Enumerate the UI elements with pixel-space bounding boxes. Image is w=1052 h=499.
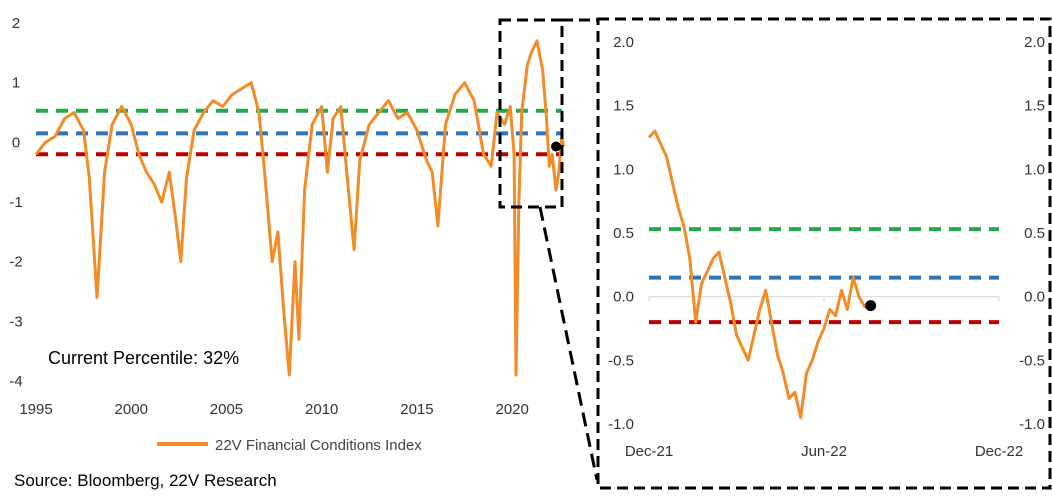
inset-chart: 2.0 1.5 1.0 0.5 0.0 -0.5 -1.0 2.0 1.5 1.0 0.5 0.0 -… (608, 34, 1045, 460)
zoom-connector-bottom (538, 206, 599, 481)
inset-secondary-y-tick-label: 2.0 (1024, 34, 1045, 51)
main-x-tick-label: 1995 (19, 401, 52, 418)
inset-secondary-y-tick-label: -1.0 (1019, 416, 1045, 433)
inset-y-tick-label: 0.0 (613, 289, 634, 306)
main-y-tick-label: -1 (9, 194, 22, 211)
inset-frame (596, 17, 1052, 490)
main-x-tick-label: 2010 (305, 401, 338, 418)
inset-secondary-y-tick-label: 1.5 (1024, 98, 1045, 115)
source-note: Source: Bloomberg, 22V Research (14, 471, 277, 490)
inset-reference-lines (649, 227, 999, 325)
main-x-tick-label: 2015 (400, 401, 433, 418)
main-current-point (551, 141, 561, 152)
main-y-tick-label: -4 (9, 373, 22, 390)
main-y-axis: 2 1 0 -1 -2 -3 -4 (9, 15, 22, 390)
inset-x-axis: Dec-21 Jun-22 Dec-22 (625, 296, 1023, 460)
inset-secondary-y-axis: 2.0 1.5 1.0 0.5 0.0 -0.5 -1.0 (1019, 34, 1045, 433)
inset-secondary-y-tick-label: 1.0 (1024, 161, 1045, 178)
main-series-line (34, 39, 566, 377)
main-y-tick-label: 1 (12, 75, 20, 92)
main-x-axis: 1995 2000 2005 2010 2015 2020 (19, 401, 529, 418)
zoom-highlight-box (498, 18, 564, 209)
main-y-tick-label: 2 (12, 15, 20, 32)
inset-x-tick-label: Dec-21 (625, 443, 673, 460)
main-y-tick-label: -2 (9, 254, 22, 271)
main-series (34, 39, 566, 377)
inset-series (647, 129, 877, 420)
inset-x-tick-label: Jun-22 (801, 443, 847, 460)
main-y-tick-label: 0 (12, 134, 20, 151)
main-y-tick-label: -3 (9, 313, 22, 330)
inset-current-point (865, 300, 877, 312)
inset-y-tick-label: -0.5 (608, 352, 634, 369)
inset-y-tick-label: 2.0 (613, 34, 634, 51)
inset-y-tick-label: 1.0 (613, 161, 634, 178)
inset-series-line (647, 129, 872, 420)
main-chart: 2 1 0 -1 -2 -3 -4 1995 2000 2005 2010 2015 2020 Cur… (9, 15, 566, 418)
inset-y-axis: 2.0 1.5 1.0 0.5 0.0 -0.5 -1.0 (608, 34, 634, 433)
legend-label: 22V Financial Conditions Index (215, 437, 422, 454)
inset-y-tick-label: -1.0 (608, 416, 634, 433)
main-x-tick-label: 2005 (210, 401, 243, 418)
inset-y-tick-label: 0.5 (613, 225, 634, 242)
inset-secondary-y-tick-label: 0.0 (1024, 289, 1045, 306)
main-x-tick-label: 2000 (115, 401, 148, 418)
current-percentile-annotation: Current Percentile: 32% (48, 348, 239, 368)
legend: 22V Financial Conditions Index (157, 437, 422, 454)
main-x-tick-label: 2020 (496, 401, 529, 418)
inset-secondary-y-tick-label: 0.5 (1024, 225, 1045, 242)
inset-secondary-y-tick-label: -0.5 (1019, 352, 1045, 369)
inset-y-tick-label: 1.5 (613, 98, 634, 115)
inset-x-tick-label: Dec-22 (975, 443, 1023, 460)
